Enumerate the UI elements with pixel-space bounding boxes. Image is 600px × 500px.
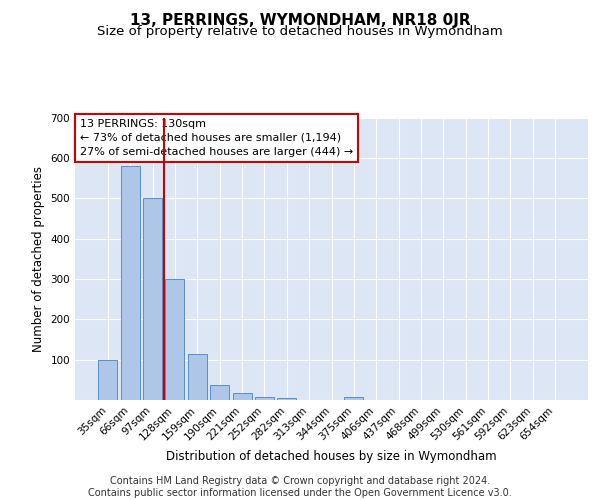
X-axis label: Distribution of detached houses by size in Wymondham: Distribution of detached houses by size …	[166, 450, 497, 463]
Text: Contains HM Land Registry data © Crown copyright and database right 2024.
Contai: Contains HM Land Registry data © Crown c…	[88, 476, 512, 498]
Bar	[98, 360, 118, 400]
Bar	[188, 354, 207, 400]
Text: 13 PERRINGS: 130sqm
← 73% of detached houses are smaller (1,194)
27% of semi-det: 13 PERRINGS: 130sqm ← 73% of detached ho…	[80, 119, 353, 157]
Bar	[344, 397, 364, 400]
Bar	[277, 398, 296, 400]
Y-axis label: Number of detached properties: Number of detached properties	[32, 166, 45, 352]
Bar	[166, 279, 184, 400]
Bar	[143, 198, 162, 400]
Bar	[255, 397, 274, 400]
Bar	[233, 393, 251, 400]
Bar	[210, 384, 229, 400]
Bar	[121, 166, 140, 400]
Text: Size of property relative to detached houses in Wymondham: Size of property relative to detached ho…	[97, 25, 503, 38]
Text: 13, PERRINGS, WYMONDHAM, NR18 0JR: 13, PERRINGS, WYMONDHAM, NR18 0JR	[130, 12, 470, 28]
